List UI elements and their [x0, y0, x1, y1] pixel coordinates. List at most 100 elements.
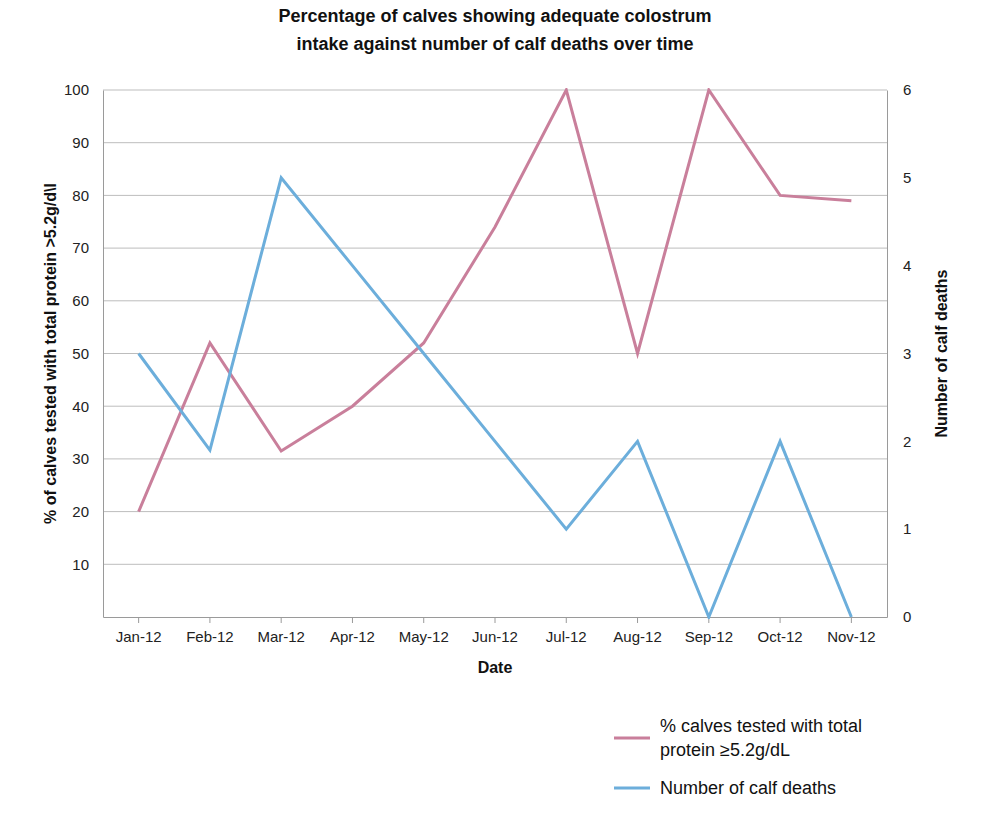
tick-label: 2: [903, 433, 911, 450]
tick-label: Feb-12: [186, 628, 234, 645]
tick-mark: [209, 617, 210, 623]
x-axis: Jan-12 Feb-12 Mar-12 Apr-12 May-12 Jun-12 Jul-…: [104, 617, 888, 645]
tick-label: 4: [903, 257, 911, 274]
legend-label: Number of calf deaths: [660, 778, 836, 798]
text-line: intake against number of calf deaths ove…: [296, 34, 693, 54]
tick-label: 6: [903, 81, 911, 98]
axis-line: [103, 91, 104, 618]
tick-label: Sep-12: [685, 628, 733, 645]
tick: 2: [887, 433, 911, 450]
tick-mark: [281, 617, 282, 623]
tick-mark: [423, 617, 424, 623]
tick-label: Jan-12: [116, 628, 162, 645]
legend: % calves tested with total protein ≥5.2g/…: [614, 716, 862, 798]
tick: 4: [887, 257, 911, 274]
tick: 30: [72, 450, 103, 467]
tick-label: 1: [903, 520, 911, 537]
text-line: Percentage of calves showing adequate co…: [278, 6, 711, 26]
tick-mark: [780, 617, 781, 623]
tick: 50: [72, 345, 103, 362]
tick: 70: [72, 239, 103, 256]
tick-label: Aug-12: [613, 628, 661, 645]
tick: 0: [887, 608, 911, 625]
tick: 100: [64, 81, 103, 98]
series-line: [139, 90, 852, 512]
tick: 80: [72, 187, 103, 204]
tick: Mar-12: [257, 617, 305, 645]
tick: Oct-12: [758, 617, 803, 645]
y2-axis-title: Number of calf deaths: [933, 269, 950, 437]
plot-area: [139, 90, 852, 617]
grid-line: [103, 458, 887, 459]
grid-line: [103, 195, 887, 196]
tick-label: 80: [72, 187, 89, 204]
grid-line: [103, 564, 887, 565]
tick-label: Oct-12: [758, 628, 803, 645]
axis-line: [887, 91, 888, 618]
grid-line: [103, 90, 887, 91]
legend-label: % calves tested with total protein ≥5.2g/…: [660, 716, 862, 760]
tick-label: May-12: [399, 628, 449, 645]
tick-mark: [851, 617, 852, 623]
y-axis: 10 20 30 40 50 60 70 80 90 100: [64, 81, 104, 617]
text-line: protein ≥5.2g/dL: [660, 740, 790, 760]
legend-item: % calves tested with total protein ≥5.2g/…: [614, 716, 862, 760]
tick-label: 0: [903, 608, 911, 625]
tick: Aug-12: [613, 617, 661, 645]
legend-swatch: [614, 787, 650, 790]
tick-mark: [138, 617, 139, 623]
series-line: [139, 178, 852, 617]
grid-line: [103, 353, 887, 354]
grid: [103, 90, 887, 564]
tick-label: Jun-12: [472, 628, 518, 645]
title: Percentage of calves showing adequate co…: [278, 6, 711, 54]
tick-label: Jul-12: [546, 628, 587, 645]
tick-label: 5: [903, 169, 911, 186]
tick-label: 90: [72, 134, 89, 151]
grid-line: [103, 142, 887, 143]
tick-mark: [352, 617, 353, 623]
tick: 10: [72, 556, 103, 573]
tick-label: Apr-12: [330, 628, 375, 645]
tick: Nov-12: [827, 617, 875, 645]
tick-label: 70: [72, 239, 89, 256]
y2-axis: 0 1 2 3 4 5 6: [887, 81, 911, 625]
tick: Jan-12: [116, 617, 162, 645]
tick-label: 40: [72, 398, 89, 415]
text-line: Number of calf deaths: [660, 778, 836, 798]
tick-label: Mar-12: [257, 628, 305, 645]
legend-swatch: [614, 737, 650, 740]
grid-line: [103, 248, 887, 249]
grid-line: [103, 511, 887, 512]
tick: Jun-12: [472, 617, 518, 645]
tick: 3: [887, 345, 911, 362]
tick-mark: [637, 617, 638, 623]
tick-label: 50: [72, 345, 89, 362]
tick: Apr-12: [330, 617, 375, 645]
text-line: % calves tested with total: [660, 716, 862, 736]
tick: 90: [72, 134, 103, 151]
tick-mark: [495, 617, 496, 623]
tick-mark: [566, 617, 567, 623]
chart: 10 20 30 40 50 60 70 80 90 100 0 1 2 3 4 5 6 Jan-12 Feb-12…: [0, 0, 1002, 828]
tick: 1: [887, 520, 911, 537]
tick-label: 3: [903, 345, 911, 362]
tick: Sep-12: [685, 617, 733, 645]
legend-item: Number of calf deaths: [614, 778, 836, 798]
tick-label: 10: [72, 556, 89, 573]
tick: 20: [72, 503, 103, 520]
grid-line: [103, 300, 887, 301]
tick-label: Nov-12: [827, 628, 875, 645]
tick-label: 100: [64, 81, 89, 98]
tick: Feb-12: [186, 617, 234, 645]
tick: Jul-12: [546, 617, 587, 645]
tick: 60: [72, 292, 103, 309]
tick-label: 60: [72, 292, 89, 309]
tick-label: 20: [72, 503, 89, 520]
tick: 6: [887, 81, 911, 98]
x-axis-title: Date: [478, 659, 513, 676]
tick: 5: [887, 169, 911, 186]
tick: May-12: [399, 617, 449, 645]
y-axis-title: % of calves tested with total protein >5…: [42, 183, 59, 524]
tick-label: 30: [72, 450, 89, 467]
